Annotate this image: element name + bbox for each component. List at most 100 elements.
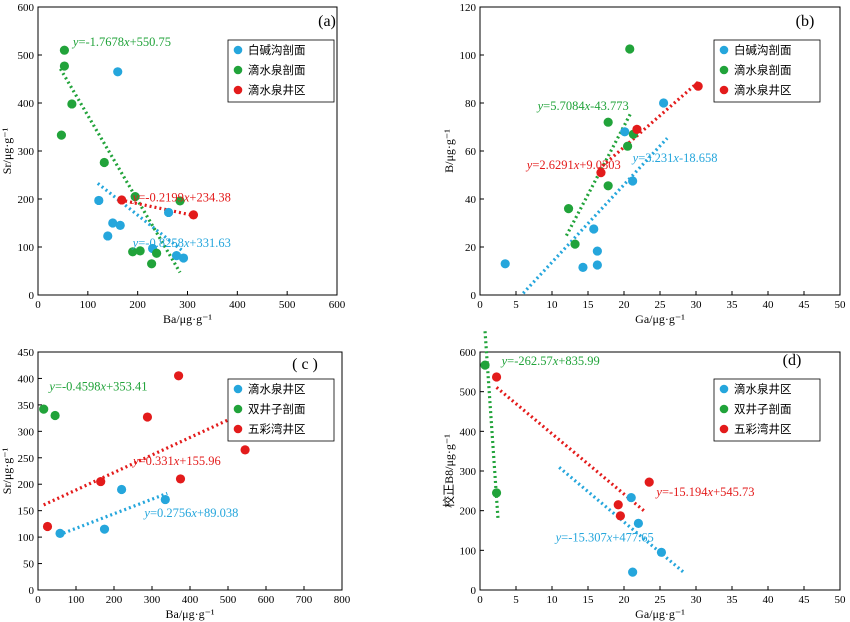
x-tick-label: 200 — [106, 594, 123, 606]
legend-entry: 五彩湾井区 — [248, 422, 306, 436]
trend-equation: y=-15.307x+477.65 — [554, 531, 654, 545]
data-point-green — [563, 204, 574, 214]
data-point-blue — [592, 246, 602, 256]
data-point-green — [491, 488, 502, 498]
x-tick-label: 30 — [691, 299, 703, 311]
y-tick-label: 100 — [18, 242, 35, 254]
x-axis-label: Ba/μg·g⁻¹ — [165, 607, 214, 621]
x-tick-label: 45 — [799, 594, 811, 606]
x-tick-label: 100 — [80, 299, 97, 311]
data-point-green — [59, 61, 70, 71]
trend-equation: y=-262.57x+835.99 — [500, 354, 600, 368]
x-tick-label: 600 — [258, 594, 275, 606]
data-point-blue — [115, 220, 125, 230]
x-tick-label: 0 — [35, 594, 41, 606]
data-point-red — [693, 81, 703, 91]
data-point-red — [240, 445, 250, 455]
y-tick-label: 400 — [18, 98, 35, 110]
data-point-green — [603, 181, 613, 191]
x-tick-label: 300 — [179, 299, 196, 311]
legend-entry: 滴水泉井区 — [248, 382, 306, 396]
x-tick-label: 0 — [35, 299, 41, 311]
x-tick-label: 400 — [182, 594, 199, 606]
x-tick-label: 300 — [144, 594, 161, 606]
y-tick-label: 80 — [465, 98, 477, 110]
data-point-green — [59, 45, 70, 55]
data-point-red — [632, 124, 642, 134]
y-tick-label: 600 — [18, 2, 35, 14]
x-tick-label: 5 — [513, 299, 519, 311]
data-point-blue — [160, 494, 170, 505]
x-tick-label: 30 — [691, 594, 703, 606]
x-axis-label: Ga/μg·g⁻¹ — [635, 607, 685, 621]
data-point-green — [56, 130, 67, 140]
data-point-red — [188, 210, 199, 220]
data-point-green — [135, 246, 145, 256]
x-tick-label: 0 — [477, 594, 483, 606]
trendline-red — [597, 79, 701, 171]
data-point-blue — [171, 251, 182, 261]
data-point-green — [39, 404, 49, 414]
y-axis-label: 校正B8/μg·g⁻¹ — [441, 434, 456, 508]
legend-marker-red — [233, 85, 243, 95]
legend-marker-green — [233, 65, 243, 75]
x-tick-label: 10 — [547, 594, 559, 606]
legend-marker-red — [719, 424, 729, 434]
trend-equation: y=-15.194x+545.73 — [654, 485, 754, 499]
y-tick-label: 200 — [460, 506, 477, 518]
data-point-green — [130, 192, 140, 202]
y-tick-label: 60 — [465, 146, 477, 158]
data-point-blue — [103, 231, 113, 241]
chart-a: 0 100 200 300 400 500 600 0 100 200 300 400 500 600 Ba… — [0, 2, 346, 326]
x-tick-label: 700 — [296, 594, 313, 606]
y-tick-label: 50 — [23, 559, 35, 571]
data-point-blue — [656, 547, 667, 557]
x-tick-label: 20 — [619, 594, 631, 606]
x-tick-label: 15 — [583, 299, 595, 311]
legend-entry: 双井子剖面 — [248, 402, 306, 416]
y-tick-label: 200 — [18, 194, 35, 206]
y-axis-label: B/μg·g⁻¹ — [442, 129, 456, 173]
data-point-red — [96, 476, 106, 487]
legend-box — [227, 39, 335, 103]
y-tick-label: 250 — [18, 453, 35, 465]
y-tick-label: 200 — [18, 479, 35, 491]
trendline-blue — [96, 182, 184, 253]
legend-entry: 滴水泉井区 — [734, 83, 792, 97]
data-point-green — [175, 196, 185, 206]
data-point-blue — [163, 207, 174, 218]
x-tick-label: 35 — [727, 299, 739, 311]
x-tick-label: 50 — [835, 594, 847, 606]
legend-entry: 双井子剖面 — [734, 402, 792, 416]
trendline-blue — [558, 466, 687, 575]
data-point-red — [175, 474, 186, 484]
y-tick-label: 300 — [18, 426, 35, 438]
data-point-green — [128, 247, 138, 257]
data-point-blue — [55, 528, 65, 539]
x-tick-label: 25 — [655, 299, 667, 311]
x-tick-label: 25 — [655, 594, 667, 606]
y-tick-label: 120 — [460, 2, 477, 14]
y-tick-label: 100 — [18, 532, 35, 544]
trend-equation: y=5.7084x-43.773 — [536, 99, 629, 113]
x-tick-label: 400 — [229, 299, 246, 311]
data-point-red — [42, 521, 53, 532]
trendline-red — [43, 410, 246, 507]
legend-marker-blue — [233, 45, 243, 55]
data-point-blue — [659, 98, 669, 108]
trend-equation: y=0.2756x+89.038 — [142, 506, 238, 520]
legend-entry: 滴水泉井区 — [248, 83, 306, 97]
data-point-blue — [592, 260, 602, 270]
x-axis-label: Ba/μg·g⁻¹ — [163, 312, 212, 326]
data-point-green — [152, 248, 162, 258]
x-tick-label: 200 — [129, 299, 146, 311]
data-point-red — [142, 412, 153, 422]
y-axis-label: Sr/μg·g⁻¹ — [0, 127, 14, 174]
legend-marker-blue — [233, 384, 243, 394]
trendline-blue — [58, 491, 168, 537]
legend-marker-red — [719, 85, 729, 95]
y-tick-label: 100 — [460, 545, 477, 557]
